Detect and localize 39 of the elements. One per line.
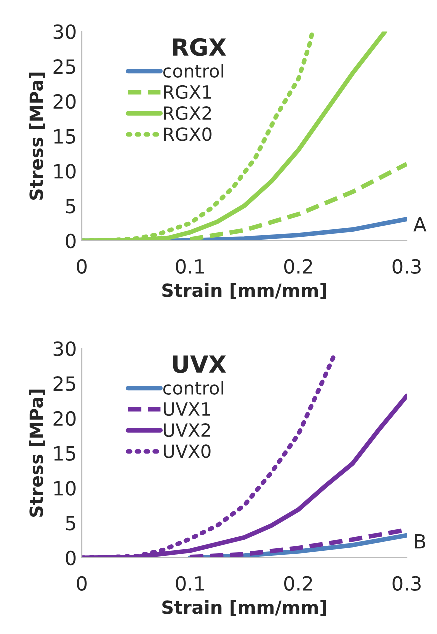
x-tick-label: 0: [77, 576, 87, 592]
y-tick-label: 30: [54, 342, 76, 356]
legend-label: RGX0: [164, 128, 212, 142]
x-tick-label: 0.1: [176, 576, 204, 592]
y-tick-label: 10: [54, 481, 76, 496]
x-tick-label: 0.2: [284, 259, 312, 274]
x-axis-title: Strain [mm/mm]: [162, 600, 326, 616]
y-axis-title: Stress [MPa]: [29, 390, 46, 518]
y-tick-label: 0: [66, 550, 76, 566]
y-tick-label: 20: [54, 411, 76, 426]
y-tick-label: 15: [54, 130, 76, 144]
legend-label: UVX0: [164, 444, 211, 458]
x-tick-label: 0.2: [284, 576, 312, 592]
x-tick-label: 0.1: [176, 259, 204, 274]
legend-label: UVX1: [164, 402, 210, 416]
y-tick-label: 5: [66, 516, 76, 531]
y-tick-label: 30: [54, 24, 76, 40]
text: B: [415, 534, 426, 549]
legend-label: control: [164, 381, 224, 396]
y-tick-label: 25: [54, 60, 76, 74]
x-tick-label: 0: [77, 259, 87, 274]
y-tick-label: 0: [66, 234, 76, 249]
legend-label: RGX1: [164, 85, 212, 100]
legend-label: RGX2: [164, 106, 212, 120]
y-tick-label: 5: [66, 199, 76, 214]
text: A: [414, 217, 427, 232]
legend-label: control: [164, 64, 224, 78]
legend-label: UVX2: [164, 424, 210, 438]
y-axis-title: Stress [MPa]: [29, 72, 46, 200]
chart-title: UVX: [173, 356, 226, 374]
x-axis-title: Strain [mm/mm]: [162, 283, 326, 300]
y-tick-label: 25: [54, 376, 76, 392]
x-tick-label: 0.3: [392, 576, 421, 592]
chart-title: RGX: [173, 38, 226, 56]
line-series: [188, 162, 407, 241]
y-tick-label: 15: [54, 446, 76, 461]
y-tick-label: 10: [54, 164, 76, 179]
x-tick-label: 0.3: [392, 259, 421, 274]
y-tick-label: 20: [54, 94, 76, 110]
